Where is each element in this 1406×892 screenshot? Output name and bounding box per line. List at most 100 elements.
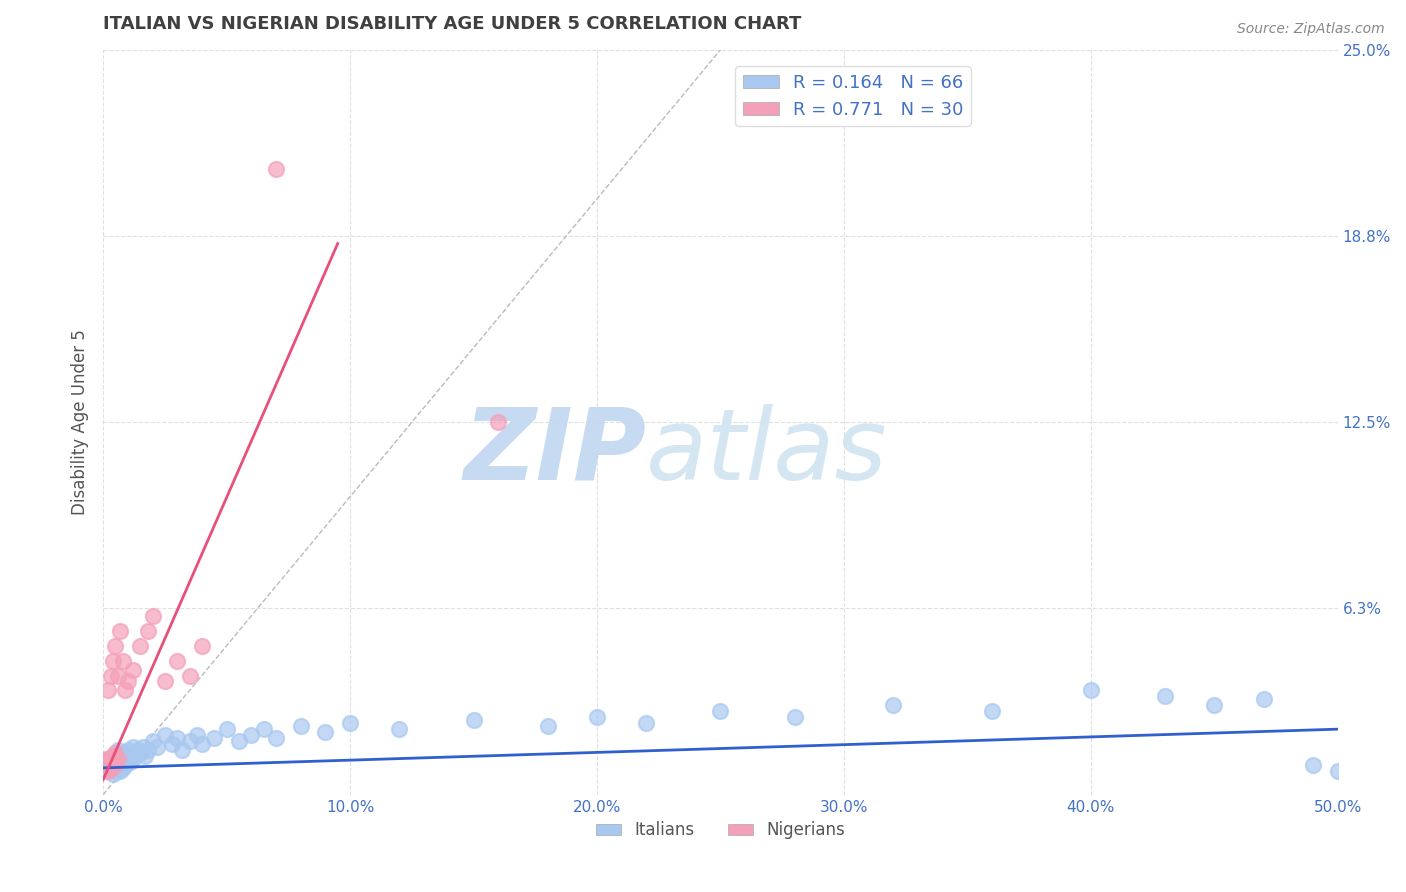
Point (120, 746, 142, 760)
Point (104, 749, 127, 764)
Point (121, 752, 143, 766)
Y-axis label: Disability Age Under 5: Disability Age Under 5 (72, 329, 89, 516)
Point (107, 668, 129, 682)
Point (97, 758, 120, 772)
Point (253, 722, 276, 736)
Point (636, 716, 658, 731)
Point (111, 761, 134, 775)
Point (107, 761, 129, 775)
Point (240, 728, 263, 742)
Point (981, 704, 1004, 718)
Point (97, 752, 120, 766)
Point (264, 161, 287, 176)
Point (94, 752, 117, 766)
Point (104, 758, 127, 772)
Point (129, 746, 152, 760)
Point (191, 737, 214, 751)
Point (111, 654, 134, 668)
Point (97, 755, 120, 769)
Point (110, 764, 132, 778)
Point (882, 698, 904, 713)
Point (121, 739, 143, 754)
Point (94, 758, 117, 772)
Point (1302, 758, 1324, 772)
Point (104, 764, 127, 778)
Point (111, 746, 134, 760)
Point (228, 734, 250, 748)
Point (339, 716, 361, 731)
Point (141, 734, 163, 748)
Point (127, 743, 149, 757)
Point (166, 731, 188, 745)
Point (107, 752, 129, 766)
Point (179, 668, 201, 682)
Point (1326, 764, 1348, 778)
Point (101, 654, 124, 668)
Point (586, 710, 609, 724)
Point (101, 749, 124, 764)
Point (162, 737, 184, 751)
Point (202, 731, 225, 745)
Point (114, 683, 136, 698)
Point (107, 752, 129, 766)
Point (110, 624, 132, 638)
Point (114, 758, 136, 772)
Point (104, 639, 127, 653)
Point (1204, 698, 1226, 713)
Point (117, 743, 139, 757)
Point (110, 749, 132, 764)
Point (146, 739, 169, 754)
Point (124, 749, 146, 764)
Point (97, 683, 120, 698)
Point (783, 710, 806, 724)
Point (709, 704, 731, 718)
Text: atlas: atlas (647, 403, 889, 500)
Point (186, 728, 208, 742)
Point (111, 755, 134, 769)
Text: ITALIAN VS NIGERIAN DISABILITY AGE UNDER 5 CORRELATION CHART: ITALIAN VS NIGERIAN DISABILITY AGE UNDER… (103, 15, 801, 33)
Point (100, 761, 122, 775)
Point (290, 719, 312, 733)
Point (100, 752, 122, 766)
Point (166, 654, 188, 668)
Point (97, 764, 120, 778)
Point (120, 755, 142, 769)
Text: ZIP: ZIP (464, 403, 647, 500)
Point (191, 639, 214, 653)
Point (100, 755, 122, 769)
Point (101, 758, 124, 772)
Point (121, 663, 143, 677)
Point (100, 761, 122, 775)
Point (114, 752, 136, 766)
Point (110, 758, 132, 772)
Point (486, 415, 509, 429)
Point (101, 767, 124, 781)
Point (117, 749, 139, 764)
Point (1154, 690, 1177, 704)
Point (314, 725, 336, 739)
Point (104, 746, 127, 760)
Point (129, 639, 152, 653)
Point (1253, 692, 1275, 706)
Point (153, 728, 176, 742)
Point (179, 734, 201, 748)
Point (131, 739, 153, 754)
Legend: Italians, Nigerians: Italians, Nigerians (589, 814, 852, 846)
Point (136, 743, 159, 757)
Point (100, 668, 122, 682)
Point (136, 624, 159, 638)
Point (264, 731, 287, 745)
Point (101, 755, 124, 769)
Point (107, 743, 129, 757)
Text: Source: ZipAtlas.com: Source: ZipAtlas.com (1237, 22, 1385, 37)
Point (172, 743, 194, 757)
Point (104, 755, 127, 769)
Point (117, 674, 139, 689)
Point (94, 764, 117, 778)
Point (388, 722, 411, 736)
Point (536, 719, 558, 733)
Point (463, 713, 485, 727)
Point (215, 722, 238, 736)
Point (153, 674, 176, 689)
Point (134, 749, 156, 764)
